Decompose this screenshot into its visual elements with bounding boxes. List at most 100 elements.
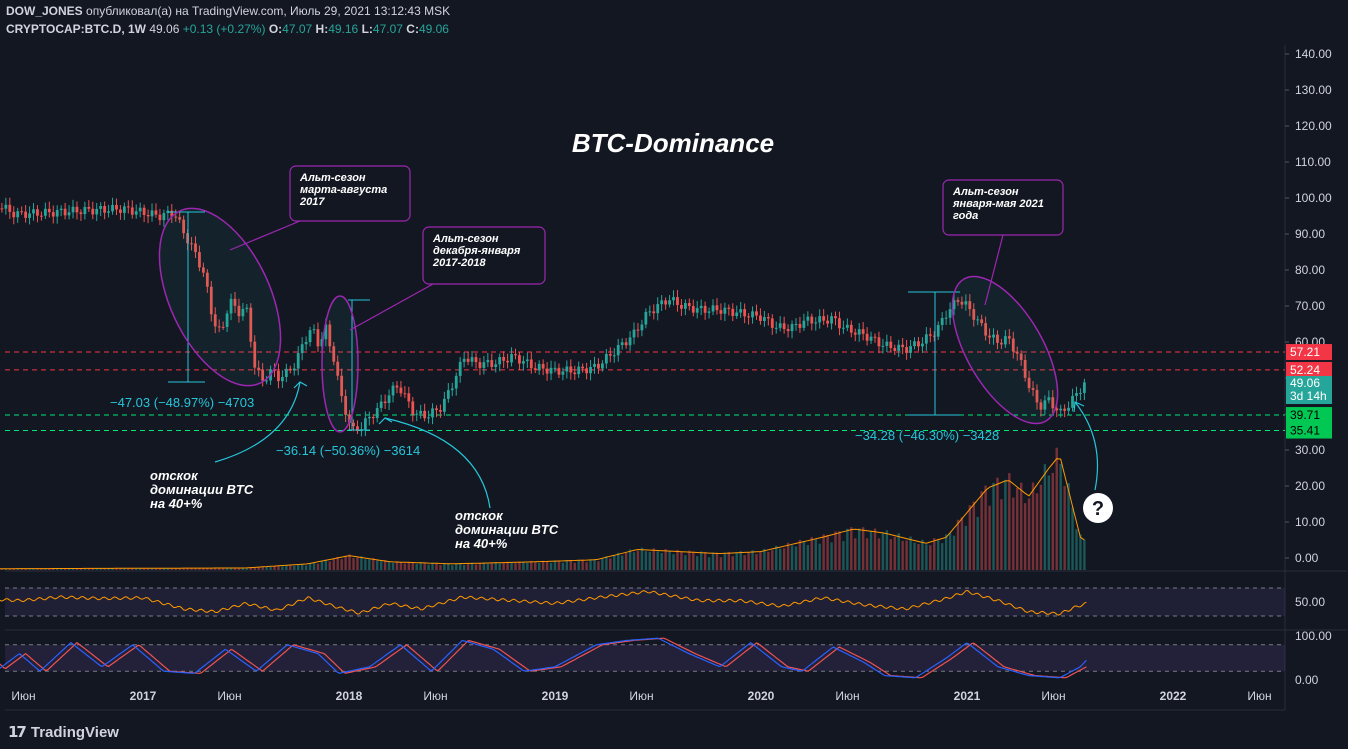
volume-bar (960, 517, 964, 570)
rsi-tick-label: 50.00 (1295, 595, 1325, 609)
candle-body (956, 300, 960, 302)
candle-body (668, 300, 671, 305)
callout-text: Альт-сезон (299, 172, 366, 184)
candle-body (395, 385, 399, 388)
volume-bar (541, 560, 545, 570)
volume-bar (881, 533, 885, 570)
volume-bar (202, 567, 205, 570)
volume-bar (794, 546, 798, 570)
candle-body (138, 207, 142, 212)
author-name[interactable]: DOW_JONES (6, 4, 83, 18)
volume-bar (751, 550, 754, 570)
volume-bar (956, 519, 960, 570)
volume-bar (431, 562, 434, 570)
volume-bar (470, 562, 474, 570)
candle-body (170, 210, 174, 217)
volume-bar (261, 566, 264, 570)
volume-bar (289, 564, 292, 570)
volume-bar (632, 552, 636, 570)
symbol-label[interactable]: CRYPTOCAP:BTC.D, 1W (6, 22, 147, 36)
volume-bar (293, 565, 296, 570)
candle-body (549, 367, 553, 374)
volume-bar (1023, 503, 1027, 570)
candle-body (905, 347, 909, 353)
candle-body (533, 368, 537, 370)
question-arrow (1074, 401, 1099, 491)
candle-body (873, 336, 877, 338)
price-tick-label: 0.00 (1295, 551, 1319, 565)
highlight-ellipse (158, 207, 282, 387)
candle-body (632, 329, 636, 338)
callout-text: 2017 (299, 196, 325, 208)
callout-text: декабря-января (433, 245, 521, 257)
volume-bar (8, 568, 12, 570)
candle-body (711, 305, 715, 312)
volume-bar (601, 558, 604, 570)
candle-body (67, 212, 71, 216)
volume-bar (458, 563, 462, 570)
volume-bar (948, 532, 952, 570)
tradingview-footer[interactable]: 𝟭𝟳 TradingView (8, 723, 119, 742)
candle-body (877, 337, 881, 347)
candle-body (660, 300, 664, 305)
candle-body (1000, 342, 1003, 345)
annotation-text: отскок (150, 468, 199, 483)
volume-bar (972, 501, 975, 570)
volume-bar (850, 527, 853, 570)
callout-box (942, 179, 1064, 236)
time-tick-label: Июн (217, 689, 241, 703)
question-icon (1083, 493, 1113, 523)
volume-bar (893, 536, 896, 570)
time-tick-label: 2022 (1160, 689, 1187, 703)
candle-body (284, 368, 288, 378)
candle-body (1023, 359, 1027, 378)
volume-bar (826, 535, 829, 570)
volume-bar (186, 568, 189, 570)
change-value: +0.13 (+0.27%) (182, 22, 266, 36)
annotation-text: доминации BTC (455, 522, 559, 537)
volume-bar (316, 563, 320, 570)
candle-body (845, 324, 849, 328)
candle-body (87, 206, 91, 209)
candle-body (1075, 393, 1078, 396)
candle-body (391, 385, 395, 396)
time-tick-label: Июн (835, 689, 859, 703)
volume-bar (312, 562, 316, 570)
candle-body (194, 243, 197, 253)
volume-bar (1039, 484, 1043, 570)
candle-body (312, 329, 316, 331)
candle-body (99, 206, 103, 209)
candle-body (75, 206, 79, 213)
candle-body (51, 212, 55, 217)
volume-bar (901, 540, 904, 570)
volume-bar (372, 558, 375, 570)
volume-bar (688, 550, 691, 570)
volume-bar (399, 562, 403, 570)
volume-bar (534, 561, 537, 570)
volume-bar (806, 545, 810, 570)
candle-body (450, 388, 454, 391)
volume-bar (929, 545, 932, 570)
volume-bar (221, 568, 225, 570)
candle-body (747, 316, 750, 318)
volume-bar (585, 562, 588, 570)
volume-bar (1043, 464, 1047, 570)
candle-body (984, 323, 988, 336)
candle-body (162, 213, 166, 221)
last-price-value: 49.06 (1290, 376, 1320, 390)
candle-body (281, 377, 284, 382)
stoch-tick-label: 0.00 (1295, 673, 1319, 687)
candle-body (960, 301, 964, 305)
candle-body (91, 208, 95, 215)
candle-body (454, 375, 458, 389)
annotation-text: на 40+% (455, 536, 508, 551)
candle-body (502, 357, 506, 361)
annotation-arrowhead (293, 381, 308, 389)
time-tick-label: 2019 (542, 689, 569, 703)
volume-bar (771, 550, 774, 570)
candle-body (565, 366, 569, 372)
candle-body (992, 334, 995, 338)
open-value: 47.07 (282, 22, 313, 36)
candle-body (166, 210, 170, 214)
